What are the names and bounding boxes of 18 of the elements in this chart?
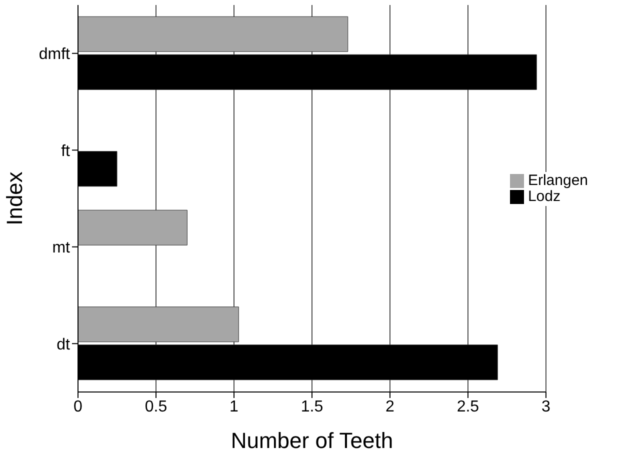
x-tick-label: 3 — [542, 398, 550, 416]
x-tick-label: 0.5 — [144, 398, 168, 416]
x-axis-title: Number of Teeth — [230, 428, 394, 450]
legend-label: Erlangen — [528, 172, 588, 189]
y-tick-label: dmft — [38, 46, 71, 64]
bar — [78, 306, 239, 342]
y-axis-title: Index — [2, 172, 27, 226]
x-tick-label: 0 — [74, 398, 83, 416]
y-tick-label: dt — [56, 336, 71, 354]
x-tick-label: 2.5 — [456, 398, 480, 416]
bar — [78, 16, 348, 52]
y-tick-label: ft — [61, 142, 71, 160]
x-tick-label: 2 — [386, 398, 395, 416]
x-tick-label: 1.5 — [300, 398, 324, 416]
legend-label: Lodz — [528, 188, 560, 205]
bar — [78, 210, 188, 246]
x-tick-label: 1 — [230, 398, 239, 416]
y-tick-label: mt — [52, 240, 71, 257]
